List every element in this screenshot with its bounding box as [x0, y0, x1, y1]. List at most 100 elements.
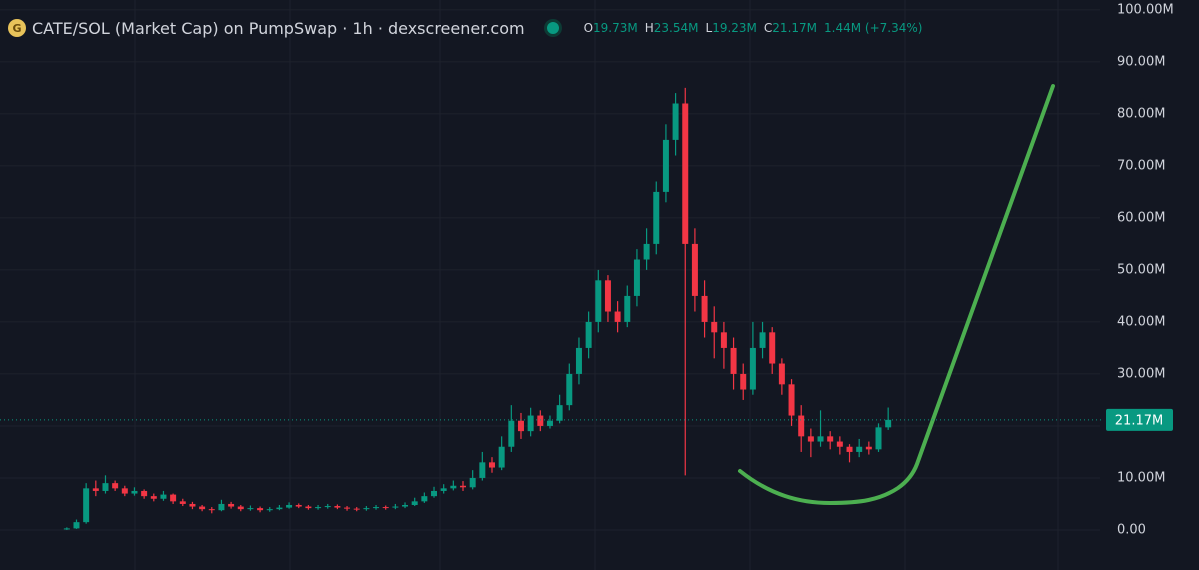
ohlc-value: 23.54M	[653, 21, 699, 35]
candle-body	[720, 332, 727, 348]
candle-body	[846, 446, 853, 452]
y-tick-label: 0.00	[1117, 522, 1146, 537]
ohlc-change: 1.44M (+7.34%)	[824, 21, 923, 35]
candle-body	[170, 494, 177, 502]
candle-body	[749, 347, 756, 390]
candle-body	[595, 280, 602, 322]
ohlc-value: 21.17M	[772, 21, 818, 35]
candle-body	[208, 509, 215, 511]
candle-body	[63, 528, 70, 530]
y-tick-label: 30.00M	[1117, 366, 1165, 381]
candle-body	[498, 446, 505, 468]
header: G CATE/SOL (Market Cap) on PumpSwap · 1h…	[8, 16, 922, 40]
candle-body	[469, 477, 476, 488]
y-tick-label: 40.00M	[1117, 314, 1165, 329]
candle-body	[672, 103, 679, 140]
candle-body	[276, 507, 283, 510]
status-dot	[546, 22, 559, 34]
candle-body	[189, 503, 196, 507]
candle-body	[575, 347, 582, 374]
drawn-annotation	[738, 84, 1055, 505]
candle-body	[247, 508, 254, 510]
ohlc-key: C	[763, 21, 773, 35]
candle-body	[827, 436, 834, 442]
candle-body	[402, 504, 409, 507]
ohlc-key: O	[583, 21, 594, 35]
candle-body	[875, 427, 882, 450]
candle-body	[121, 488, 128, 494]
candle-body	[295, 504, 302, 507]
candle-body	[865, 446, 872, 450]
candle-body	[856, 446, 863, 452]
candles	[63, 87, 892, 530]
ohlc-value: 19.73M	[593, 21, 638, 35]
candle-body	[566, 373, 573, 406]
candle-body	[179, 501, 186, 504]
candle-body	[411, 501, 418, 505]
candle-body	[392, 506, 399, 508]
y-tick-label: 60.00M	[1117, 210, 1165, 225]
candle-body	[653, 191, 660, 244]
candle-body	[807, 436, 814, 442]
candle-body	[237, 506, 244, 510]
candle-body	[691, 243, 698, 296]
candle-body	[508, 420, 515, 447]
ohlc-key: L	[705, 21, 713, 35]
y-tick-label: 80.00M	[1117, 106, 1165, 121]
y-tick-label: 10.00M	[1117, 470, 1165, 485]
candle-body	[730, 347, 737, 374]
ohlc-value: 19.23M	[712, 21, 757, 35]
candle-body	[836, 441, 843, 447]
candle-body	[131, 490, 138, 494]
candle-body	[286, 504, 293, 508]
candle-body	[431, 490, 438, 497]
candle-body	[460, 485, 467, 488]
candle-body	[363, 508, 370, 510]
candle-body	[353, 508, 360, 510]
candle-body	[682, 103, 689, 244]
candle-body	[885, 419, 892, 428]
candle-body	[421, 496, 428, 502]
y-tick-label: 50.00M	[1117, 262, 1165, 277]
y-tick-label: 90.00M	[1117, 54, 1165, 69]
candle-body	[537, 415, 544, 426]
candle-body	[228, 503, 235, 507]
candle-body	[324, 506, 331, 508]
candle-body	[334, 506, 341, 508]
candle-body	[614, 311, 621, 322]
candle-body	[740, 373, 747, 390]
candle-body	[257, 508, 264, 511]
candle-body	[778, 363, 785, 385]
ohlc-legend: O 19.73M H 23.54M L 19.23M C 21.17M 1.44M (+7.34…	[577, 21, 923, 35]
price-axis: 0.0010.00M20.00M30.00M40.00M50.00M60.00M…	[0, 2, 1174, 537]
candle-body	[218, 503, 225, 511]
y-tick-label: 70.00M	[1117, 158, 1165, 173]
token-icon: G	[8, 19, 26, 37]
candle-body	[633, 259, 640, 296]
vertical-grid	[134, 0, 1059, 570]
candle-body	[488, 462, 495, 468]
chart-title: CATE/SOL (Market Cap) on PumpSwap · 1h ·…	[32, 18, 525, 38]
candle-body	[305, 506, 312, 509]
candle-body	[585, 321, 592, 348]
y-tick-label: 100.00M	[1117, 2, 1174, 17]
candle-body	[798, 415, 805, 437]
candle-body	[73, 522, 80, 529]
candle-body	[546, 420, 553, 426]
ohlc-key: H	[644, 21, 654, 35]
candle-body	[266, 509, 273, 511]
candle-body	[382, 507, 389, 509]
candle-body	[701, 295, 708, 322]
candle-body	[150, 496, 157, 499]
candle-body	[344, 507, 351, 509]
candle-body	[662, 139, 669, 192]
candle-body	[759, 332, 766, 348]
candle-body	[769, 332, 776, 364]
candle-body	[92, 488, 99, 491]
candle-body	[83, 488, 90, 523]
candle-body	[102, 483, 109, 491]
last-price-box	[1106, 408, 1173, 431]
last-price-label: 21.17M	[1115, 413, 1163, 428]
candle-body	[817, 436, 824, 442]
